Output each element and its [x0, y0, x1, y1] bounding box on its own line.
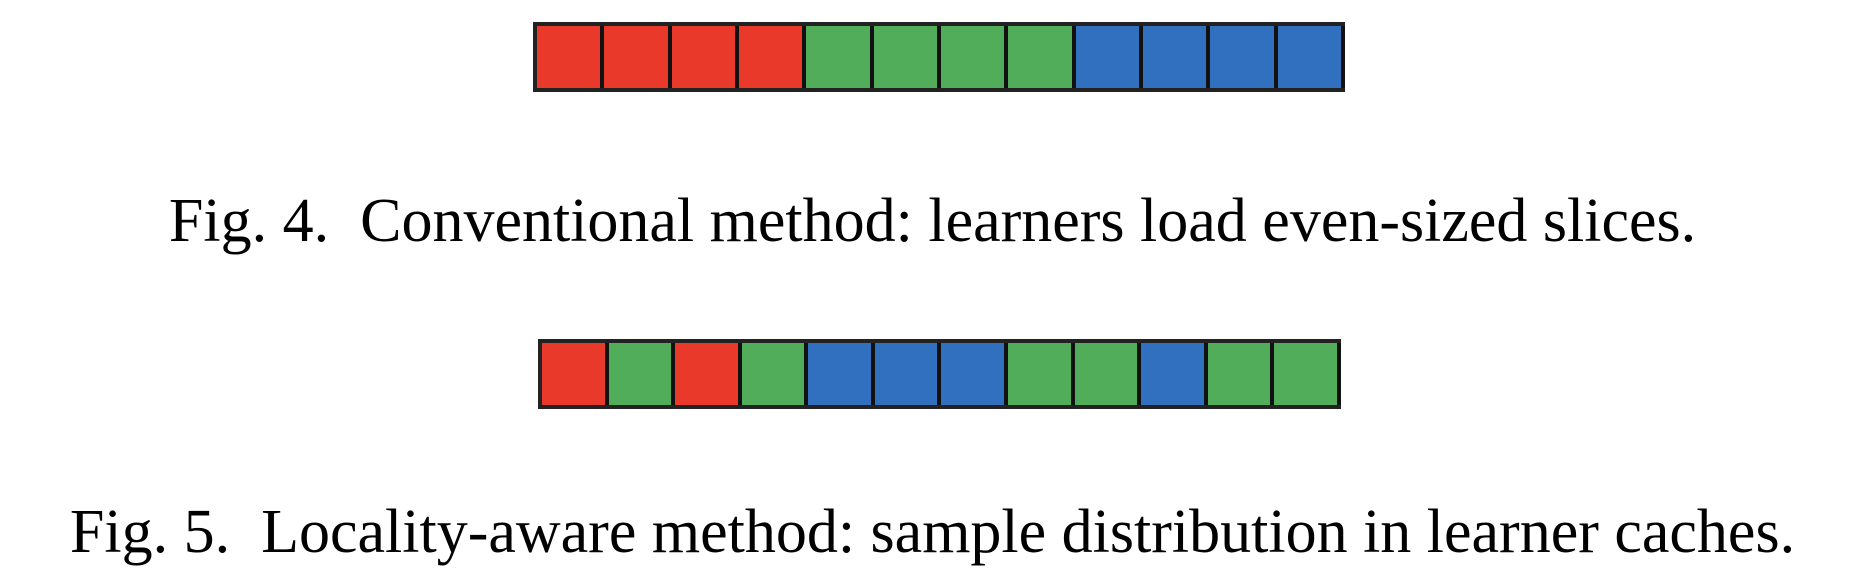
fig5-cell-green	[1008, 343, 1075, 405]
fig5-cell-green	[741, 343, 809, 405]
fig5-cell-blue	[1141, 343, 1208, 405]
fig4-cell-red	[671, 26, 739, 88]
fig5-cell-red	[542, 343, 609, 405]
fig4-cell-blue	[1142, 26, 1211, 88]
fig4-cell-green	[940, 26, 1009, 88]
fig5-caption: Fig. 5. Locality-aware method: sample dis…	[0, 497, 1865, 567]
fig5-cell-green	[1274, 343, 1341, 405]
fig5-cell-blue	[941, 343, 1009, 405]
fig4-cell-green	[1008, 26, 1076, 88]
fig4-cell-green	[873, 26, 941, 88]
fig4-caption: Fig. 4. Conventional method: learners loa…	[0, 186, 1865, 256]
fig4-caption-text: Conventional method: learners load even-…	[360, 187, 1697, 255]
fig5-cell-green	[608, 343, 676, 405]
fig5-label: Fig. 5.	[69, 498, 231, 566]
fig5-cell-blue	[874, 343, 942, 405]
fig5-caption-text: Locality-aware method: sample distributi…	[261, 498, 1796, 566]
fig4-cell-red	[537, 26, 605, 88]
fig4-cell-red	[738, 26, 807, 88]
fig5-cell-blue	[808, 343, 875, 405]
fig5-sample-strip	[538, 339, 1341, 409]
fig4-label: Fig. 4.	[168, 187, 330, 255]
fig4-cell-blue	[1277, 26, 1345, 88]
fig4-cell-blue	[1210, 26, 1278, 88]
fig4-cell-red	[604, 26, 672, 88]
fig4-cell-green	[806, 26, 874, 88]
fig4-sample-strip	[533, 22, 1345, 92]
fig4-cell-blue	[1075, 26, 1143, 88]
fig5-cell-red	[675, 343, 742, 405]
fig5-cell-green	[1207, 343, 1275, 405]
fig5-cell-green	[1074, 343, 1142, 405]
